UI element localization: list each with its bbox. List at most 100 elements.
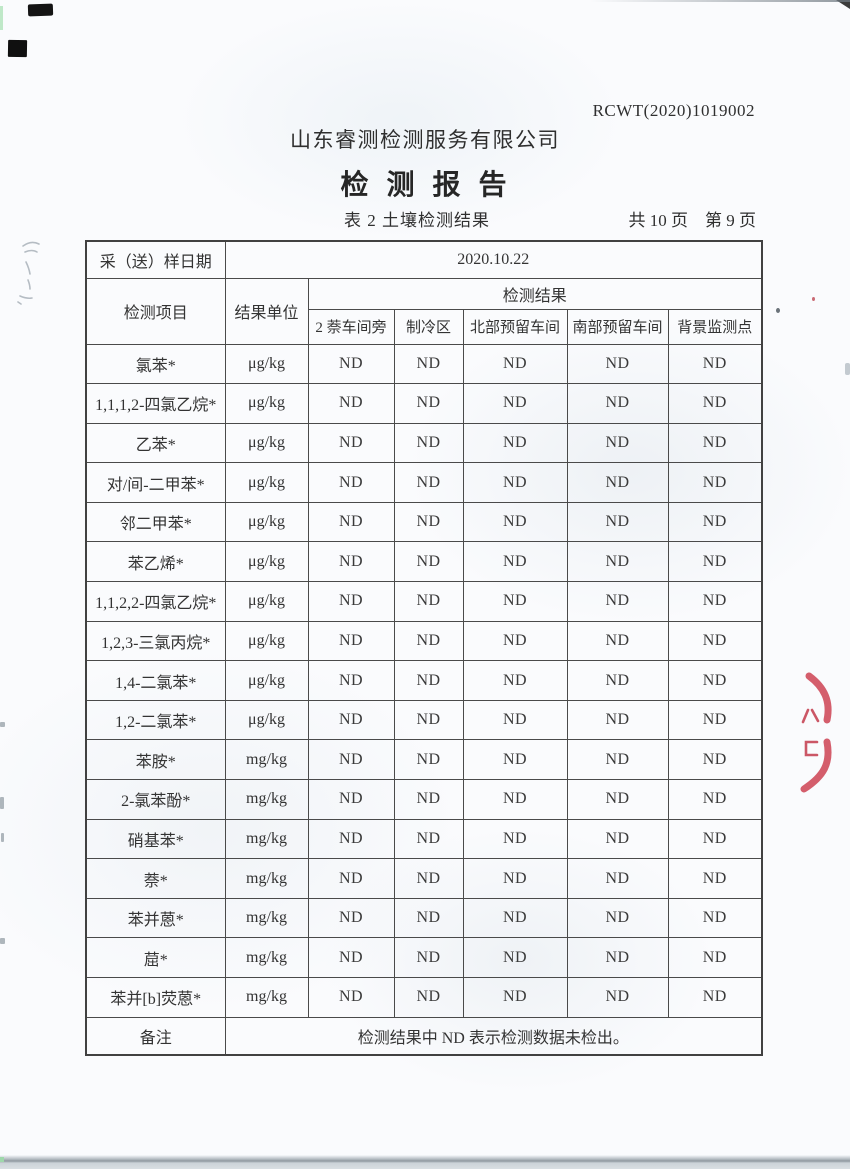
result-value: ND: [462, 462, 568, 503]
result-value: ND: [462, 977, 568, 1018]
result-value: ND: [462, 779, 568, 820]
table-body: 氯苯* μg/kg ND ND ND ND ND 1,1,1,2-四氯乙烷* μ…: [85, 343, 763, 1018]
results-header-row: 检测项目 结果单位 检测结果: [85, 277, 763, 345]
company-name: 山东睿测检测服务有限公司: [290, 128, 560, 152]
site-header: 制冷区: [393, 308, 464, 345]
result-value: ND: [667, 699, 763, 741]
result-value: ND: [462, 383, 568, 424]
result-value: ND: [307, 937, 395, 978]
result-value: ND: [667, 897, 763, 939]
report-title: 检 测 报 告: [340, 170, 510, 201]
result-value: ND: [462, 818, 568, 860]
result-value: ND: [307, 660, 395, 701]
result-value: ND: [393, 739, 464, 781]
scan-edge-dash: [0, 938, 5, 944]
result-value: ND: [393, 383, 464, 424]
site-header: 南部预留车间: [566, 308, 669, 345]
result-value: ND: [307, 779, 395, 820]
result-value: ND: [393, 660, 464, 701]
result-unit: mg/kg: [224, 779, 309, 820]
result-value: ND: [393, 937, 464, 978]
result-value: ND: [566, 660, 669, 701]
table-row: 对/间-二甲苯* μg/kg ND ND ND ND ND: [85, 462, 763, 503]
result-unit: μg/kg: [224, 620, 309, 662]
analyte-name: 硝基苯*: [85, 818, 226, 860]
result-unit: mg/kg: [224, 937, 309, 978]
result-value: ND: [566, 501, 669, 543]
scan-speck-red: [812, 297, 815, 301]
result-value: ND: [462, 343, 568, 385]
result-value: ND: [667, 383, 763, 424]
table-row: 1,2,3-三氯丙烷* μg/kg ND ND ND ND ND: [85, 620, 763, 662]
item-header: 检测项目: [85, 277, 226, 345]
analyte-name: 1,2-二氯苯*: [85, 699, 226, 741]
table-row: 1,1,2,2-四氯乙烷* μg/kg ND ND ND ND ND: [85, 581, 763, 622]
result-value: ND: [393, 818, 464, 860]
result-value: ND: [307, 977, 395, 1018]
result-value: ND: [667, 739, 763, 781]
result-value: ND: [462, 739, 568, 781]
soil-results-table: 采（送）样日期 2020.10.22 检测项目 结果单位 检测结果 2 萘车间旁…: [85, 240, 764, 1057]
result-value: ND: [393, 541, 464, 583]
scan-mark-black-square: [7, 39, 28, 58]
result-value: ND: [667, 620, 763, 662]
result-value: ND: [393, 422, 464, 464]
result-value: ND: [566, 897, 669, 939]
table-row: 苯并[b]荧蒽* mg/kg ND ND ND ND ND: [85, 977, 763, 1018]
result-value: ND: [566, 541, 669, 583]
analyte-name: 2-氯苯酚*: [85, 779, 226, 820]
sample-date-label: 采（送）样日期: [85, 240, 226, 279]
note-row: 备注 检测结果中 ND 表示检测数据未检出。: [85, 1016, 763, 1056]
result-unit: mg/kg: [224, 897, 309, 939]
site-header: 背景监测点: [667, 308, 763, 345]
result-value: ND: [307, 541, 395, 583]
table-row: 乙苯* μg/kg ND ND ND ND ND: [85, 422, 763, 464]
result-unit: mg/kg: [224, 739, 309, 781]
result-value: ND: [307, 422, 395, 464]
red-seal-fragment: [800, 672, 832, 793]
result-value: ND: [462, 581, 568, 622]
result-value: ND: [667, 858, 763, 899]
result-value: ND: [566, 779, 669, 820]
analyte-name: 苯并[b]荧蒽*: [85, 977, 226, 1018]
result-unit: mg/kg: [224, 818, 309, 860]
result-value: ND: [462, 501, 568, 543]
result-value: ND: [307, 501, 395, 543]
result-value: ND: [667, 818, 763, 860]
sample-date-row: 采（送）样日期 2020.10.22: [85, 240, 763, 279]
result-value: ND: [393, 779, 464, 820]
page-indicator: 共 10 页 第 9 页: [628, 211, 757, 230]
scan-speck: [776, 308, 780, 313]
result-value: ND: [393, 977, 464, 1018]
caption-line: 表 2 土壤检测结果 共 10 页 第 9 页: [0, 206, 850, 230]
analyte-name: 䓛*: [85, 937, 226, 978]
analyte-name: 乙苯*: [85, 422, 226, 464]
result-value: ND: [462, 897, 568, 939]
scan-green-edge-mark: [0, 6, 3, 30]
result-value: ND: [667, 501, 763, 543]
result-value: ND: [667, 541, 763, 583]
result-value: ND: [566, 858, 669, 899]
analyte-name: 1,1,2,2-四氯乙烷*: [85, 581, 226, 622]
result-value: ND: [566, 818, 669, 860]
result-unit: μg/kg: [224, 699, 309, 741]
result-value: ND: [393, 897, 464, 939]
result-unit: μg/kg: [224, 501, 309, 543]
table-caption: 表 2 土壤检测结果: [344, 211, 490, 230]
result-value: ND: [566, 699, 669, 741]
result-value: ND: [393, 462, 464, 503]
result-value: ND: [667, 779, 763, 820]
table-row: 苯乙烯* μg/kg ND ND ND ND ND: [85, 541, 763, 583]
scan-top-edge-line: [590, 0, 850, 2]
result-value: ND: [566, 462, 669, 503]
table-row: 1,1,1,2-四氯乙烷* μg/kg ND ND ND ND ND: [85, 383, 763, 424]
result-value: ND: [307, 699, 395, 741]
result-value: ND: [667, 660, 763, 701]
result-unit: μg/kg: [224, 581, 309, 622]
table-row: 1,4-二氯苯* μg/kg ND ND ND ND ND: [85, 660, 763, 701]
table-row: 邻二甲苯* μg/kg ND ND ND ND ND: [85, 501, 763, 543]
result-value: ND: [566, 581, 669, 622]
result-value: ND: [566, 383, 669, 424]
result-value: ND: [393, 620, 464, 662]
result-unit: mg/kg: [224, 858, 309, 899]
